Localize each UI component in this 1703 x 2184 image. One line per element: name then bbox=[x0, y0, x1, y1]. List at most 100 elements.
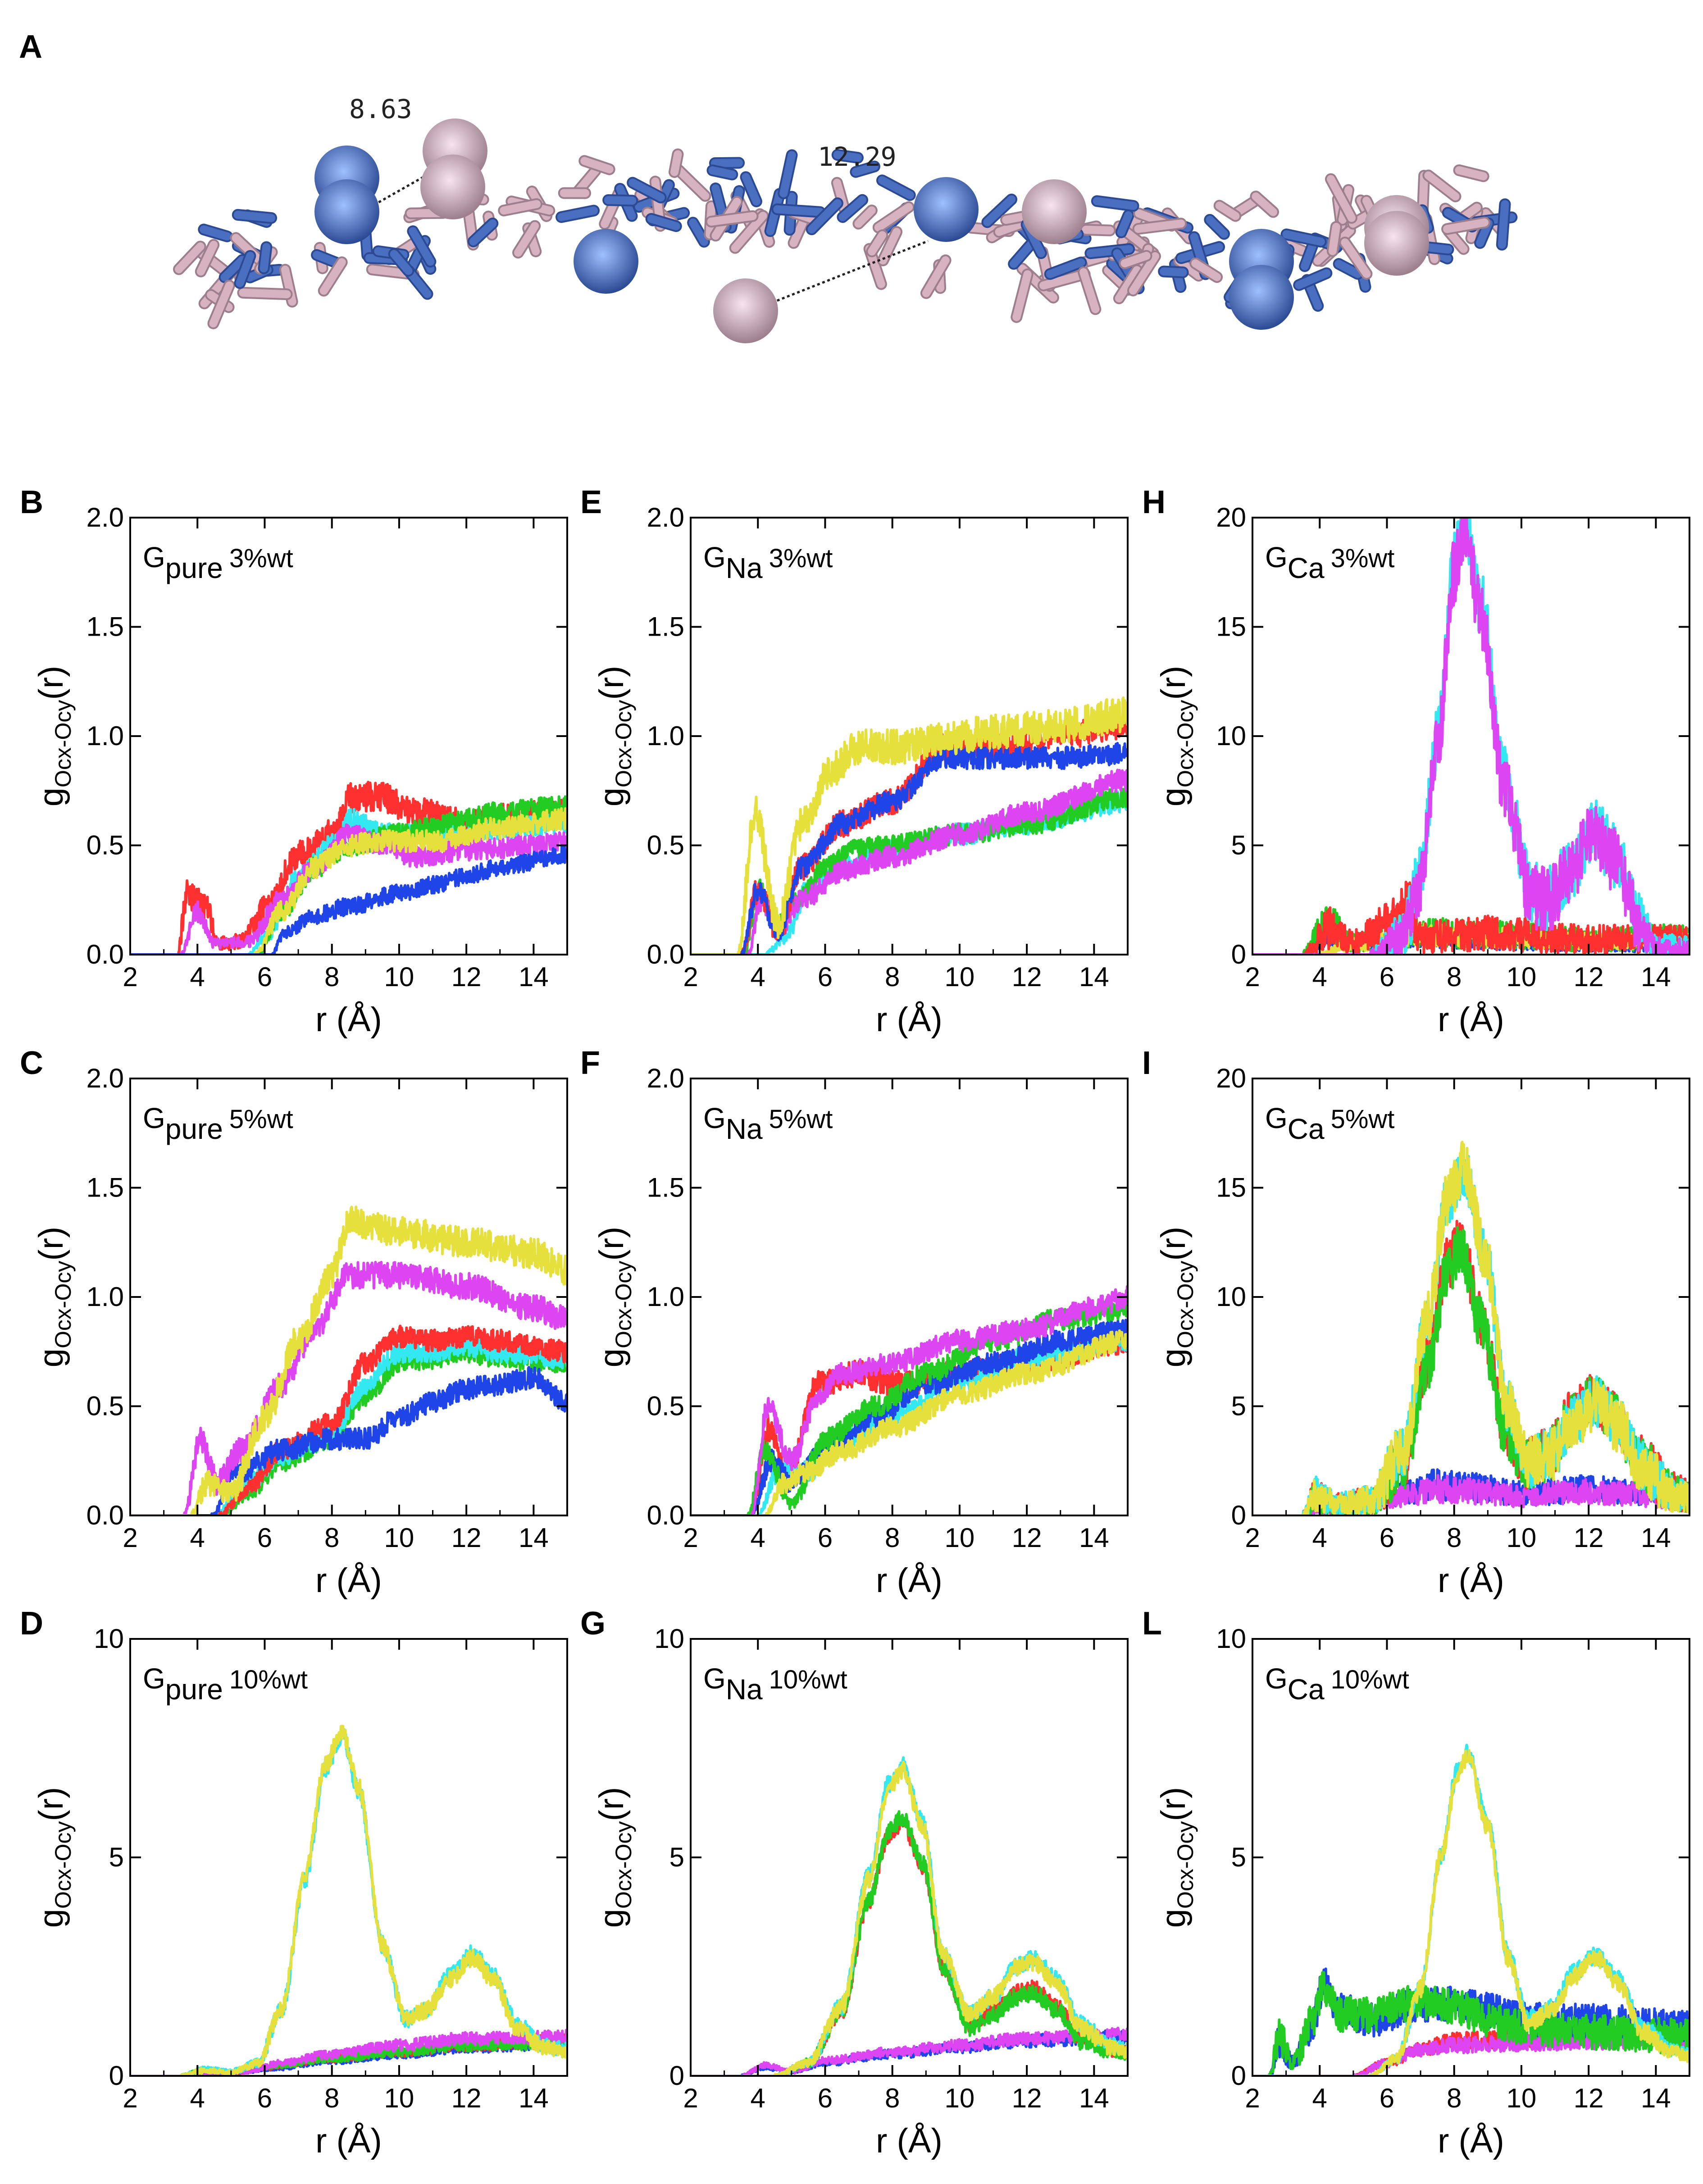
x-tick-label: 4 bbox=[190, 962, 205, 992]
x-tick-label: 2 bbox=[123, 962, 137, 992]
series-line-blue bbox=[130, 844, 567, 955]
bond-stick bbox=[707, 212, 757, 226]
x-axis-label: r (Å) bbox=[1438, 1561, 1504, 1600]
ion-sphere-pink bbox=[1364, 211, 1429, 276]
y-axis-label: gOcx-Ocy(r) bbox=[1154, 666, 1198, 807]
bond-stick bbox=[922, 256, 950, 297]
y-tick-label: 1.0 bbox=[87, 721, 124, 751]
x-tick-label: 12 bbox=[1012, 962, 1042, 992]
distance-line-left bbox=[373, 165, 442, 206]
x-tick-label: 8 bbox=[885, 962, 900, 992]
bond-stick bbox=[874, 203, 913, 232]
x-tick-label: 10 bbox=[1507, 1523, 1537, 1553]
series-line-magenta bbox=[691, 2026, 1128, 2076]
series-group bbox=[1252, 518, 1689, 955]
x-tick-label: 2 bbox=[1245, 1523, 1260, 1553]
y-axis-label: gOcx-Ocy(r) bbox=[1154, 1787, 1198, 1928]
x-tick-label: 14 bbox=[1079, 1523, 1109, 1553]
panel-inset-label: GCa 3%wt bbox=[1265, 541, 1394, 584]
x-tick-label: 8 bbox=[885, 1523, 900, 1553]
panel-letter: L bbox=[1142, 1606, 1162, 1642]
y-tick-label: 1.0 bbox=[647, 1282, 684, 1312]
chart-panel-h: H 2 4 6 8 10 12 14 0 5 10 15 20 r (Å) gOcx-Ocy(r) GCa 3%… bbox=[1142, 484, 1690, 1039]
ion-sphere-pink bbox=[1022, 179, 1087, 244]
y-tick-label: 1.0 bbox=[647, 721, 684, 751]
series-line-cyan bbox=[130, 1333, 567, 1515]
bond-stick bbox=[628, 178, 665, 202]
y-tick-label: 15 bbox=[1216, 612, 1246, 642]
x-tick-label: 2 bbox=[683, 2083, 698, 2113]
bond-stick bbox=[773, 205, 824, 216]
bond-stick bbox=[879, 228, 901, 265]
series-line-magenta bbox=[130, 2029, 567, 2076]
bond-stick bbox=[1341, 238, 1371, 278]
x-tick-label: 12 bbox=[1012, 1523, 1042, 1553]
series-line-yellow bbox=[691, 1761, 1128, 2076]
x-tick-label: 2 bbox=[123, 2083, 137, 2113]
x-tick-label: 6 bbox=[818, 962, 833, 992]
chart-panel-f: F 2 4 6 8 10 12 14 0.0 0.5 1.0 1.5 2.0 r (Å) gOcx-Ocy(… bbox=[580, 1045, 1129, 1600]
bond-stick bbox=[838, 196, 867, 221]
chart-grid: B 2 4 6 8 10 12 14 0.0 0.5 1.0 1.5 2.0 r (Å) gOcx-Ocy(… bbox=[20, 484, 1690, 2160]
series-line-yellow bbox=[1252, 1749, 1689, 2076]
bond-stick bbox=[1079, 268, 1100, 314]
panel-inset-label: GCa 5%wt bbox=[1265, 1102, 1394, 1145]
y-tick-label: 0.5 bbox=[87, 830, 124, 860]
series-line-magenta bbox=[691, 1285, 1128, 1515]
bond-stick bbox=[742, 173, 760, 206]
panel-letter: E bbox=[580, 484, 602, 520]
y-tick-label: 0.5 bbox=[647, 1391, 684, 1421]
x-tick-label: 4 bbox=[751, 962, 765, 992]
y-tick-label: 0 bbox=[1231, 2061, 1246, 2091]
y-tick-label: 1.0 bbox=[87, 1282, 124, 1312]
y-tick-label: 0 bbox=[669, 2061, 684, 2091]
panel-letter: D bbox=[20, 1606, 43, 1642]
ion-sphere-blue bbox=[1229, 265, 1294, 330]
panel-inset-label: Gpure 3%wt bbox=[143, 541, 293, 584]
bond-stick bbox=[833, 150, 862, 162]
x-tick-label: 10 bbox=[945, 1523, 975, 1553]
x-tick-label: 12 bbox=[1012, 2083, 1042, 2113]
bond-stick bbox=[1233, 197, 1259, 217]
bond-stick bbox=[647, 214, 680, 231]
panel-inset-label: GNa 3%wt bbox=[703, 541, 833, 584]
bond-stick bbox=[1117, 211, 1133, 237]
y-tick-label: 0 bbox=[1231, 1500, 1246, 1530]
panel-a: A 8.63 12.29 bbox=[19, 29, 1518, 343]
y-tick-label: 10 bbox=[94, 1624, 124, 1654]
distance-label-left: 8.63 bbox=[349, 94, 412, 124]
y-tick-label: 0 bbox=[109, 2061, 124, 2091]
x-tick-label: 10 bbox=[945, 2083, 975, 2113]
bond-stick bbox=[1295, 269, 1331, 289]
x-axis-label: r (Å) bbox=[876, 2122, 943, 2160]
ion-sphere-blue bbox=[314, 179, 379, 244]
bond-stick bbox=[878, 176, 914, 200]
y-tick-label: 1.5 bbox=[87, 1173, 124, 1203]
bond-stick bbox=[995, 220, 1025, 236]
x-axis-label: r (Å) bbox=[876, 1001, 943, 1039]
x-tick-label: 14 bbox=[1641, 2083, 1671, 2113]
bond-stick bbox=[708, 166, 737, 179]
y-tick-label: 10 bbox=[1216, 1282, 1246, 1312]
x-tick-label: 4 bbox=[751, 1523, 765, 1553]
x-tick-label: 8 bbox=[324, 1523, 339, 1553]
x-tick-label: 8 bbox=[324, 962, 339, 992]
series-line-green bbox=[691, 1810, 1128, 2076]
panel-letter-a: A bbox=[19, 29, 42, 65]
x-tick-label: 2 bbox=[683, 962, 698, 992]
x-tick-label: 10 bbox=[384, 1523, 414, 1553]
x-tick-label: 14 bbox=[519, 962, 549, 992]
y-tick-label: 15 bbox=[1216, 1173, 1246, 1203]
y-tick-label: 20 bbox=[1216, 1063, 1246, 1093]
bond-stick bbox=[200, 225, 232, 241]
series-line-red bbox=[1252, 880, 1689, 955]
bond-stick bbox=[1215, 201, 1240, 220]
y-tick-label: 10 bbox=[1216, 721, 1246, 751]
y-tick-label: 0.0 bbox=[647, 939, 684, 969]
series-group bbox=[691, 696, 1128, 955]
panel-inset-label: Gpure 10%wt bbox=[143, 1662, 308, 1706]
bond-stick bbox=[196, 241, 218, 276]
